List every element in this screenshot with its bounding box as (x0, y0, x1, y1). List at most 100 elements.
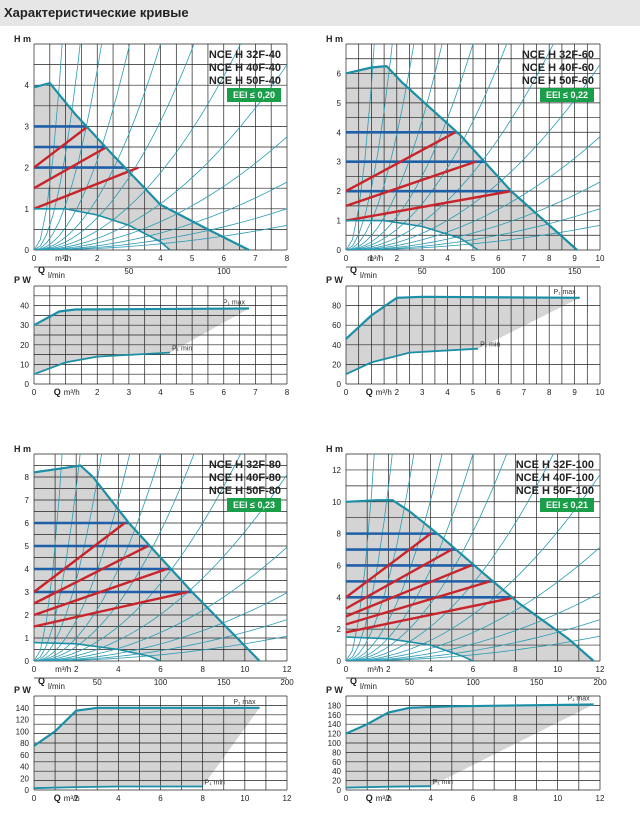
eei-badge (540, 498, 594, 512)
pmin-label: P₁ min (172, 346, 192, 353)
y-tick-label: 6 (25, 519, 30, 528)
proportional-pressure-line (33, 166, 139, 210)
power-x-tick-label: 5 (471, 388, 476, 397)
x-tick-label: 3 (127, 254, 132, 263)
y-tick-label: 10 (332, 498, 341, 507)
system-curve (34, 44, 195, 250)
y-tick-label: 2 (25, 611, 30, 620)
lmin-tick-label: 50 (405, 678, 414, 687)
power-x-axis-label: Q (366, 793, 373, 803)
x-tick-label: 6 (158, 665, 163, 674)
x-tick-label: 12 (283, 665, 292, 674)
x-tick-label: 2 (95, 254, 100, 263)
system-curve (346, 454, 443, 661)
eei-label: EEI ≤ 0,21 (546, 500, 588, 510)
x-tick-label: 6 (496, 254, 501, 263)
power-x-tick-label: 2 (74, 794, 79, 803)
proportional-pressure-line (345, 564, 472, 618)
y-tick-label: 0 (337, 657, 342, 666)
power-x-tick-label: 6 (496, 388, 501, 397)
model-name: NCE H 32F-100 (516, 459, 594, 471)
system-curve (34, 592, 287, 661)
proportional-pressure-line (345, 580, 491, 626)
lmin-tick-label: 200 (593, 678, 607, 687)
model-name: NCE H 40F-100 (516, 472, 594, 484)
x-tick-label: 8 (513, 665, 518, 674)
model-name: NCE H 32F-80 (209, 459, 281, 471)
pmax-curve (33, 706, 260, 747)
system-curves (346, 44, 600, 250)
x-unit: m³/h (55, 254, 71, 263)
power-x-tick-label: 4 (158, 388, 163, 397)
pmin-curve (345, 785, 431, 789)
pmax-label: P₁ max (223, 300, 246, 307)
system-curve (34, 454, 131, 661)
y-tick-label: 4 (25, 81, 30, 90)
x-tick-label: 6 (471, 665, 476, 674)
power-x-axis-label: Q (54, 793, 61, 803)
min-curve (33, 641, 161, 662)
pmax-label: P₁ max (553, 289, 576, 296)
power-x-tick-label: 6 (222, 388, 227, 397)
model-name: NCE H 40F-40 (209, 62, 281, 74)
pmin-curve (33, 351, 171, 376)
system-curve (34, 136, 287, 250)
system-curve (346, 454, 508, 661)
x-axis-label: Q (38, 676, 45, 686)
power-y-tick-label: 140 (328, 720, 342, 729)
system-curve (346, 44, 554, 250)
pmax-curve (345, 295, 580, 340)
x-tick-label: 7 (253, 254, 258, 263)
power-x-tick-label: 8 (200, 794, 205, 803)
x-tick-label: 4 (116, 665, 121, 674)
x-tick-label: 7 (522, 254, 527, 263)
system-curve (34, 181, 287, 250)
x-tick-label: 2 (395, 254, 400, 263)
power-x-tick-label: 0 (344, 794, 349, 803)
x-tick-label: 8 (200, 665, 205, 674)
system-curve (34, 44, 131, 250)
pmin-label: P₁ min (480, 342, 500, 349)
power-x-unit: m³/h (64, 794, 80, 803)
operating-area (34, 83, 249, 250)
proportional-pressure-line (345, 548, 453, 610)
system-curves (34, 454, 287, 661)
x-tick-label: 3 (420, 254, 425, 263)
x-tick-label: 1 (63, 254, 68, 263)
y-tick-label: 6 (337, 69, 342, 78)
max-curve (33, 81, 250, 251)
power-y-tick-label: 80 (332, 302, 341, 311)
y-tick-label: 12 (332, 466, 341, 475)
system-curve (34, 546, 287, 661)
x-unit: m³/h (55, 665, 71, 674)
operating-area (346, 66, 578, 250)
eei-badge (227, 88, 281, 102)
x-tick-label: 2 (386, 665, 391, 674)
power-y-tick-label: 100 (328, 739, 342, 748)
y-axis-label: H m (14, 444, 31, 454)
power-x-tick-label: 8 (547, 388, 552, 397)
y-tick-label: 5 (25, 542, 30, 551)
power-x-tick-label: 8 (285, 388, 290, 397)
power-y-axis-label: P W (14, 685, 31, 695)
lmin-unit: l/min (48, 271, 65, 280)
system-curve (346, 592, 600, 661)
power-x-tick-label: 0 (344, 388, 349, 397)
power-y-tick-label: 60 (332, 321, 341, 330)
pmax-label: P₁ max (233, 699, 256, 706)
proportional-pressure-line (345, 160, 476, 208)
system-curve (34, 224, 287, 250)
power-y-tick-label: 80 (332, 748, 341, 757)
power-x-tick-label: 3 (420, 388, 425, 397)
system-curve (346, 44, 474, 250)
power-y-axis-label: P W (14, 275, 31, 285)
max-curve (345, 64, 578, 251)
x-tick-label: 0 (344, 665, 349, 674)
power-y-tick-label: 30 (20, 321, 29, 330)
power-x-tick-label: 10 (240, 794, 249, 803)
proportional-pressure-line (345, 189, 512, 222)
y-tick-label: 4 (25, 565, 30, 574)
power-y-tick-label: 120 (328, 730, 342, 739)
